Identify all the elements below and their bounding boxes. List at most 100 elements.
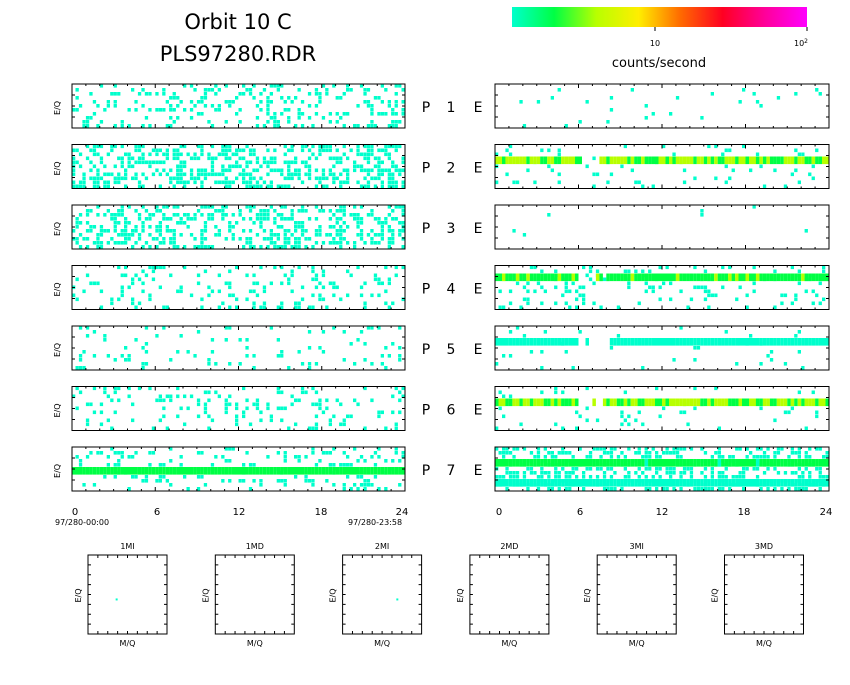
e-band-cell — [738, 459, 742, 467]
p-band-cell — [339, 467, 343, 475]
p-cell — [120, 233, 124, 237]
p-cell — [318, 92, 322, 96]
e-cell — [655, 386, 659, 391]
p-cell — [141, 88, 145, 92]
p-cell — [380, 160, 384, 165]
p-cell — [117, 265, 121, 270]
p-cell — [245, 205, 249, 209]
mass-panel-xlabel: M/Q — [629, 639, 645, 648]
e-cell — [641, 269, 645, 274]
p-cell — [311, 402, 315, 407]
e-band-cell — [721, 273, 725, 282]
p-cell — [314, 463, 319, 467]
p-cell — [207, 205, 211, 209]
e-band-cell — [755, 479, 760, 487]
e-band-cell — [787, 459, 791, 467]
e-cell — [533, 180, 537, 185]
e-cell — [495, 475, 499, 479]
e-cell — [794, 487, 798, 491]
p-cell — [148, 451, 152, 455]
p-cell — [300, 100, 305, 104]
e-cell — [644, 104, 648, 108]
p-cell — [342, 180, 346, 185]
p-cell — [398, 483, 402, 487]
p-cell — [106, 455, 110, 459]
e-cell — [797, 330, 801, 334]
p-cell — [144, 176, 149, 181]
p-cell — [373, 241, 378, 245]
e-cell — [752, 455, 756, 459]
p-cell — [131, 402, 135, 407]
e-cell — [540, 390, 544, 395]
e-band-cell — [787, 273, 791, 282]
p-cell — [335, 156, 339, 161]
p-cell — [311, 269, 315, 274]
e-band-cell — [811, 273, 816, 282]
p-cell — [203, 176, 208, 181]
p-cell — [266, 148, 270, 153]
e-band-cell — [529, 479, 534, 487]
e-band-cell — [658, 398, 662, 407]
e-band-cell — [512, 338, 516, 346]
e-band-cell — [759, 459, 763, 467]
p-cell — [401, 245, 405, 249]
p-cell — [144, 116, 149, 120]
p-cell — [141, 362, 145, 366]
p-cell — [148, 164, 152, 169]
p-cell — [248, 152, 253, 157]
p-cell — [228, 225, 232, 229]
p-cell — [113, 410, 117, 415]
p-cell — [255, 104, 260, 108]
p-cell — [314, 92, 319, 96]
p-cell — [155, 334, 159, 338]
p-cell — [366, 184, 371, 189]
p-cell — [131, 455, 135, 459]
e-cell — [655, 451, 659, 455]
e-band-cell — [564, 156, 569, 165]
e-cell — [529, 451, 534, 455]
e-band-cell — [672, 398, 676, 407]
p-cell — [186, 217, 190, 221]
p-band-cell — [311, 467, 315, 475]
p-cell — [283, 455, 287, 459]
p-cell — [113, 180, 117, 185]
p-cell — [248, 229, 253, 233]
p-cell — [262, 180, 267, 185]
p-cell — [224, 326, 228, 330]
p-cell — [110, 447, 114, 451]
e-band-cell — [655, 479, 659, 487]
e-cell — [693, 176, 697, 181]
p-cell — [328, 217, 332, 221]
e-band-cell — [808, 338, 812, 346]
p-cell — [144, 326, 149, 330]
p-band-cell — [401, 467, 405, 475]
p-cell — [207, 245, 211, 249]
e-band-cell — [630, 156, 635, 165]
p-cell — [120, 293, 124, 298]
p-band-cell — [387, 467, 392, 475]
p-cell — [203, 410, 208, 415]
e-band-cell — [557, 459, 562, 467]
p-cell — [99, 402, 104, 407]
p-cell — [238, 148, 242, 153]
p-cell — [280, 184, 284, 189]
mass-panel-ylabel: E/Q — [583, 588, 592, 602]
e-band-cell — [679, 273, 683, 282]
e-cell — [672, 451, 676, 455]
p-cell — [144, 479, 149, 483]
e-cell — [797, 350, 801, 354]
e-cell — [721, 152, 725, 157]
e-band-cell — [522, 338, 527, 346]
p-cell — [82, 124, 86, 128]
e-band-cell — [675, 479, 680, 487]
p-cell — [89, 116, 93, 120]
e-cell — [595, 172, 600, 177]
p-cell — [113, 92, 117, 96]
e-band-cell — [495, 459, 499, 467]
p-cell — [342, 358, 346, 362]
p-cell — [131, 88, 135, 92]
e-band-cell — [728, 459, 732, 467]
p-cell — [103, 386, 107, 391]
e-cell — [540, 471, 544, 475]
p-band-cell — [332, 467, 336, 475]
